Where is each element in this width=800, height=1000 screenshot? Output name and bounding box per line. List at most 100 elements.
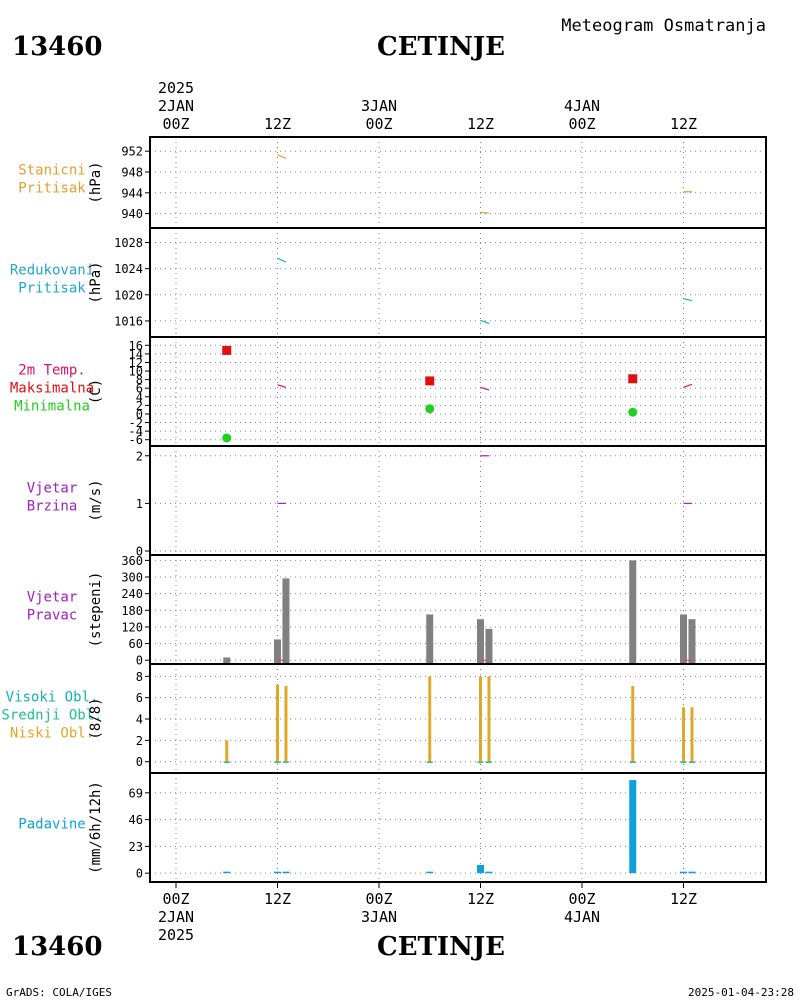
panel-precipitation: 0 23 46 69 Padavine (mm/6h/12h) bbox=[18, 772, 767, 883]
panel-frame bbox=[149, 445, 767, 556]
y-tick-label: 952 bbox=[121, 145, 143, 159]
y-tick-label: 300 bbox=[121, 571, 143, 585]
y-tick-label: 948 bbox=[121, 166, 143, 180]
time-tick-label-top: 12Z bbox=[670, 115, 697, 133]
panel-frame bbox=[149, 554, 767, 665]
y-tick-label: 6 bbox=[136, 382, 143, 396]
y-tick-label: 0 bbox=[136, 654, 143, 668]
panel-label: Pravac bbox=[27, 608, 78, 624]
min-temp-marker bbox=[628, 407, 638, 417]
date-label-bottom: 4JAN bbox=[564, 908, 600, 926]
y-tick-label: 360 bbox=[121, 554, 143, 568]
data-line-segment bbox=[480, 319, 490, 325]
y-tick-label: 60 bbox=[129, 637, 143, 651]
y-tick-label: 120 bbox=[121, 620, 143, 634]
station-id-bottom: 13460 bbox=[12, 932, 102, 962]
time-tick-label-bottom: 00Z bbox=[365, 890, 392, 908]
max-temp-marker bbox=[628, 374, 638, 384]
y-tick-label: 2 bbox=[136, 734, 143, 748]
y-tick-label: 8 bbox=[136, 670, 143, 684]
chart-subtitle: Meteogram Osmatranja bbox=[561, 16, 766, 36]
low-cloud-bar bbox=[631, 685, 635, 762]
panel-label: 2m Temp. bbox=[18, 363, 85, 379]
panel-frame bbox=[149, 336, 767, 447]
panel-label: Niski Obl. bbox=[10, 726, 94, 742]
low-cloud-bar bbox=[682, 707, 685, 762]
wind-direction-bar bbox=[274, 639, 281, 665]
min-temp-marker bbox=[425, 404, 435, 414]
low-cloud-bar bbox=[284, 685, 288, 762]
wind-direction-bar bbox=[282, 578, 290, 665]
wind-direction-bar bbox=[629, 560, 637, 665]
low-cloud-bar bbox=[479, 676, 482, 762]
panel-label: Pritisak bbox=[18, 281, 86, 297]
y-tick-label: 8 bbox=[136, 373, 143, 387]
low-cloud-bar bbox=[428, 676, 432, 762]
y-tick-label: 4 bbox=[136, 390, 143, 404]
data-line-segment bbox=[683, 298, 693, 302]
time-tick-label-bottom: 00Z bbox=[568, 890, 595, 908]
y-tick-label: 940 bbox=[121, 207, 143, 221]
footer-credit: GrADS: COLA/IGES bbox=[6, 986, 112, 999]
y-tick-label: 10 bbox=[129, 365, 143, 379]
precip-bar bbox=[223, 871, 231, 874]
y-axis-label: (8/8) bbox=[88, 697, 104, 739]
wind-direction-bar bbox=[688, 619, 696, 665]
y-tick-label: 0 bbox=[136, 867, 143, 881]
precip-bar bbox=[477, 865, 484, 874]
panel-frame bbox=[149, 663, 767, 774]
y-tick-label: 1024 bbox=[114, 262, 143, 276]
low-cloud-bar bbox=[487, 676, 491, 762]
data-line-segment bbox=[277, 384, 287, 388]
data-line-segment bbox=[277, 154, 287, 160]
panel-label: Vjetar bbox=[27, 590, 78, 606]
station-name-bottom: CETINJE bbox=[377, 932, 505, 962]
y-tick-label: 180 bbox=[121, 604, 143, 618]
y-tick-label: 1 bbox=[136, 497, 143, 511]
station-name-top: CETINJE bbox=[377, 32, 505, 62]
time-tick-label-top: 12Z bbox=[264, 115, 291, 133]
wind-direction-bar bbox=[426, 614, 434, 665]
data-line-segment bbox=[277, 257, 287, 263]
panel-frame bbox=[149, 227, 767, 338]
date-label-top: 2JAN bbox=[158, 97, 194, 115]
time-tick-label-top: 00Z bbox=[162, 115, 189, 133]
y-tick-label: 2 bbox=[136, 399, 143, 413]
panel-label: Srednji Obl. bbox=[1, 708, 102, 724]
panel-label: Vjetar bbox=[27, 481, 78, 497]
year-label-bottom: 2025 bbox=[158, 926, 194, 944]
y-tick-label: 944 bbox=[121, 186, 143, 200]
y-axis-label: (mm/6h/12h) bbox=[88, 781, 104, 874]
time-tick-label-bottom: 12Z bbox=[467, 890, 494, 908]
y-tick-label: 12 bbox=[129, 356, 143, 370]
y-axis-label: (hPa) bbox=[88, 261, 104, 303]
y-tick-label: 1016 bbox=[114, 314, 143, 328]
max-temp-marker bbox=[425, 376, 435, 386]
wind-direction-bar bbox=[485, 628, 493, 665]
date-label-bottom: 3JAN bbox=[361, 908, 397, 926]
panel-label: Redukovani bbox=[10, 263, 94, 279]
y-tick-label: 0 bbox=[136, 545, 143, 559]
y-tick-label: -6 bbox=[129, 433, 143, 447]
time-tick-label-bottom: 00Z bbox=[162, 890, 189, 908]
min-temp-marker bbox=[222, 433, 232, 443]
y-axis-label: (C) bbox=[88, 379, 104, 404]
y-tick-label: 0 bbox=[136, 755, 143, 769]
panel-label: Maksimalna bbox=[10, 381, 94, 397]
y-tick-label: -4 bbox=[129, 425, 143, 439]
data-line-segment bbox=[480, 386, 490, 391]
y-tick-label: 6 bbox=[136, 691, 143, 705]
low-cloud-bar bbox=[690, 707, 694, 762]
time-tick-label-bottom: 12Z bbox=[670, 890, 697, 908]
date-label-top: 4JAN bbox=[564, 97, 600, 115]
panel-label: Minimalna bbox=[14, 399, 90, 415]
precip-bar bbox=[426, 871, 434, 874]
panel-wind-speed: 0 1 2 Vjetar Brzina (m/s) bbox=[27, 445, 767, 559]
y-tick-label: 2 bbox=[136, 449, 143, 463]
y-tick-label: 14 bbox=[129, 347, 143, 361]
precip-bar bbox=[688, 871, 696, 874]
y-tick-label: 69 bbox=[129, 786, 143, 800]
precip-bar bbox=[485, 871, 493, 874]
